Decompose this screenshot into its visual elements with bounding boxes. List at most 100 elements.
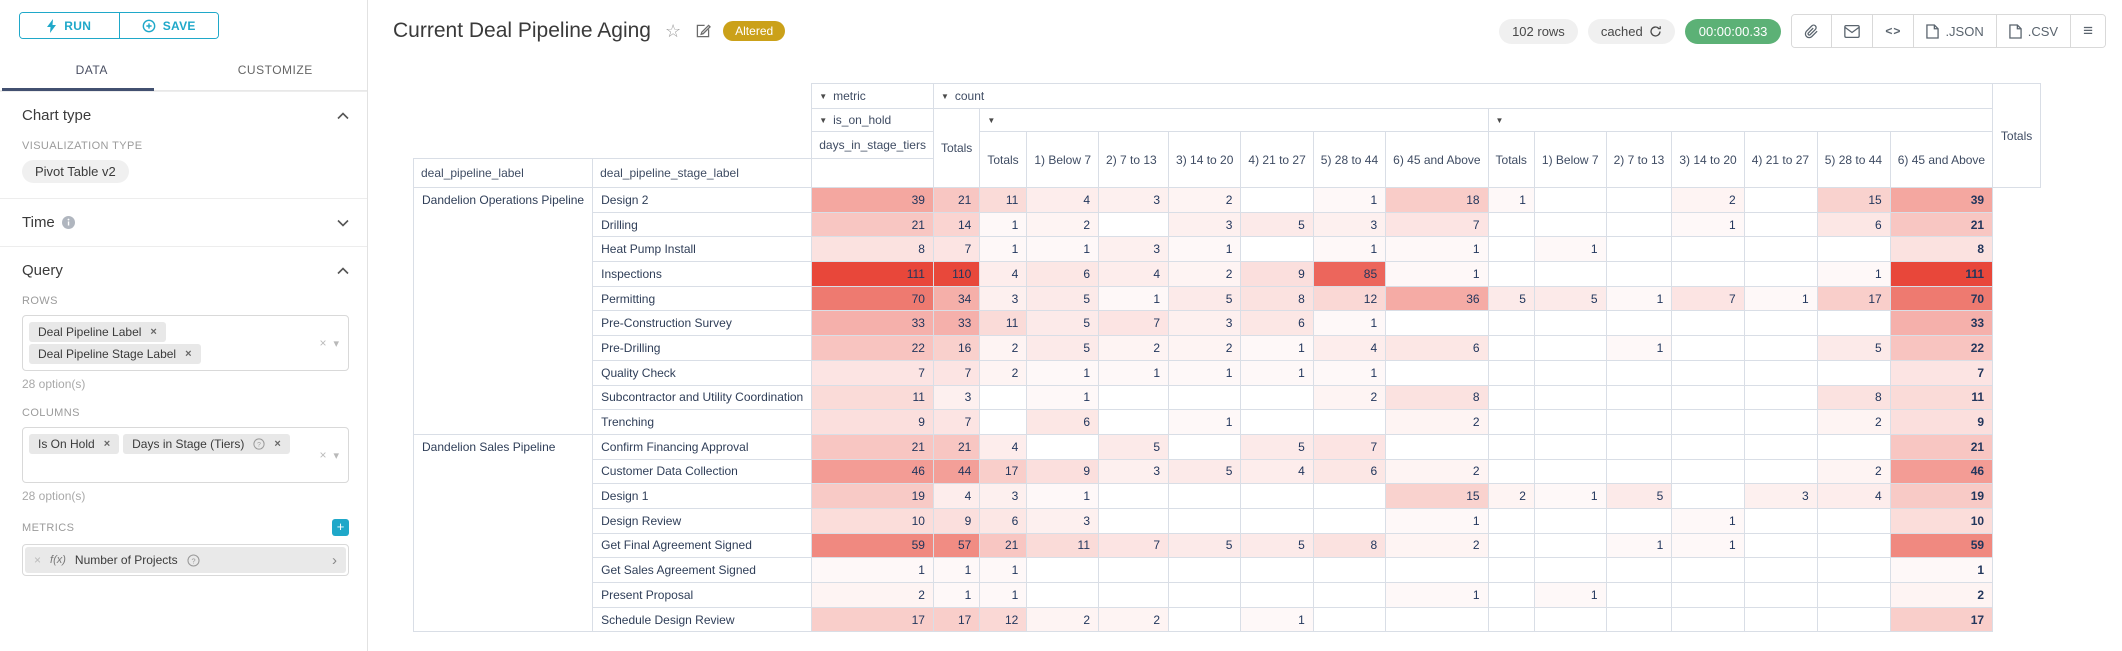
pivot-cell xyxy=(1816,532,1891,559)
viz-type-pill[interactable]: Pivot Table v2 xyxy=(22,160,129,183)
rows-select[interactable]: Deal Pipeline Label × Deal Pipeline Stage … xyxy=(22,315,349,371)
pivot-stage-label: Quality Check xyxy=(592,359,813,386)
pivot-cell: 12 xyxy=(979,606,1028,633)
chevron-up-icon[interactable] xyxy=(337,266,349,275)
pivot-cell: 3 xyxy=(1168,310,1242,337)
remove-icon[interactable]: × xyxy=(150,326,157,338)
dimension-pill[interactable]: Deal Pipeline Stage Label × xyxy=(29,344,201,364)
pivot-cell: 19 xyxy=(1889,483,1994,509)
clear-icon[interactable]: × xyxy=(319,336,327,350)
pivot-cell xyxy=(1816,359,1891,386)
save-button[interactable]: SAVE xyxy=(118,13,218,38)
pivot-cell: 1 xyxy=(1816,261,1891,287)
pivot-row: Subcontractor and Utility Coordination 11… xyxy=(414,384,2041,411)
pivot-row: Pre-Construction Survey 33 33 11 5 7 3 6 1 33 xyxy=(414,310,2041,337)
run-button[interactable]: RUN xyxy=(20,13,119,38)
pivot-cell xyxy=(1240,384,1314,411)
more-menu-button[interactable]: ≡ xyxy=(2070,15,2105,47)
dimension-pill[interactable]: Days in Stage (Tiers)? × xyxy=(123,434,290,454)
pivot-header-tier: 1) Below 7 xyxy=(1026,131,1100,188)
chevron-down-icon[interactable] xyxy=(337,219,349,227)
pivot-cell xyxy=(1312,507,1387,534)
pivot-cell: 39 xyxy=(811,187,934,213)
embed-code-button[interactable]: <> xyxy=(1872,15,1914,47)
pivot-cell xyxy=(1671,335,1745,361)
pivot-cell: 16 xyxy=(932,335,981,361)
columns-select[interactable]: Is On Hold × Days in Stage (Tiers)? × × ▾ xyxy=(22,427,349,483)
pivot-cell: 10 xyxy=(1889,507,1994,534)
pivot-row: Design 1 19 4 3 1 15 2 1 5 3 4 19 xyxy=(414,483,2041,509)
pivot-cell: 5 xyxy=(1098,433,1170,460)
share-link-button[interactable] xyxy=(1792,15,1832,47)
pivot-cell: 7 xyxy=(1098,310,1170,337)
export-csv-button[interactable]: .CSV xyxy=(1995,15,2071,47)
pivot-header-group[interactable]: ▼ xyxy=(979,108,1489,132)
remove-icon[interactable]: × xyxy=(103,438,111,450)
pivot-cell: 6 xyxy=(1026,261,1100,287)
add-metric-button[interactable]: + xyxy=(332,519,349,536)
remove-metric-icon[interactable]: × xyxy=(34,553,42,567)
pivot-cell xyxy=(1533,606,1607,633)
edit-icon[interactable] xyxy=(695,23,712,39)
tab-customize[interactable]: CUSTOMIZE xyxy=(237,63,313,77)
pivot-cell: 7 xyxy=(1889,359,1994,386)
caret-down-icon[interactable]: ▾ xyxy=(333,449,339,462)
pivot-cell xyxy=(1312,483,1387,509)
export-json-button[interactable]: .JSON xyxy=(1913,15,1996,47)
pivot-cell xyxy=(1385,557,1489,583)
pivot-cell xyxy=(1533,409,1607,435)
pivot-cell: 111 xyxy=(1889,261,1994,287)
pivot-cell: 7 xyxy=(932,359,981,386)
pivot-cell: 2 xyxy=(1168,335,1242,361)
pivot-cell: 15 xyxy=(1385,483,1489,509)
email-button[interactable] xyxy=(1831,15,1873,47)
pivot-cell xyxy=(1240,187,1314,213)
remove-icon[interactable]: × xyxy=(274,438,281,450)
dimension-pill[interactable]: Is On Hold × xyxy=(29,434,120,454)
chevron-up-icon[interactable] xyxy=(337,111,349,120)
pivot-cell: 1 xyxy=(1533,236,1607,263)
pivot-cell: 44 xyxy=(932,458,981,485)
pivot-cell: 7 xyxy=(1098,532,1170,559)
pivot-cell: 2 xyxy=(1816,458,1891,485)
pivot-header-is-on-hold[interactable]: ▼ is_on_hold xyxy=(811,108,934,132)
refresh-icon[interactable] xyxy=(1649,25,1662,38)
pivot-stage-label: Get Sales Agreement Signed xyxy=(592,557,813,583)
pivot-header-row-level-1: deal_pipeline_label xyxy=(412,158,594,188)
pivot-cell xyxy=(1168,433,1242,460)
pivot-cell xyxy=(1605,582,1673,608)
pivot-cell xyxy=(1533,433,1607,460)
pivot-stage-label: Present Proposal xyxy=(592,582,813,608)
pivot-cell xyxy=(1743,310,1818,337)
pivot-stage-label: Schedule Design Review xyxy=(592,606,813,633)
chevron-right-icon[interactable]: › xyxy=(332,551,337,569)
pivot-cell xyxy=(1533,211,1607,238)
pivot-cell: 9 xyxy=(811,409,934,435)
pivot-cell: 1 xyxy=(1026,384,1100,411)
pivot-header-count[interactable]: ▼ count xyxy=(932,83,1994,109)
clear-icon[interactable]: × xyxy=(319,448,327,462)
cached-badge[interactable]: cached xyxy=(1587,18,1675,44)
pivot-cell xyxy=(1487,335,1535,361)
dimension-pill[interactable]: Deal Pipeline Label × xyxy=(29,322,166,342)
metric-item[interactable]: × f(x) Number of Projects ? › xyxy=(25,547,346,573)
pivot-header-metric[interactable]: ▼ metric xyxy=(811,83,934,109)
pivot-cell xyxy=(1533,261,1607,287)
info-icon xyxy=(61,216,75,229)
caret-down-icon[interactable]: ▾ xyxy=(333,337,339,350)
pivot-cell xyxy=(1533,310,1607,337)
tab-data[interactable]: DATA xyxy=(0,52,184,91)
pivot-cell: 21 xyxy=(1889,211,1994,238)
pivot-cell xyxy=(1312,606,1387,633)
star-icon[interactable]: ☆ xyxy=(665,21,682,41)
pivot-cell: 1 xyxy=(1533,582,1607,608)
remove-icon[interactable]: × xyxy=(185,348,192,360)
pivot-cell xyxy=(1743,335,1818,361)
pivot-header-row-level-2: deal_pipeline_stage_label xyxy=(592,158,813,188)
pivot-cell: 1 xyxy=(932,557,981,583)
pivot-cell: 3 xyxy=(1312,211,1387,238)
pivot-cell xyxy=(1533,359,1607,386)
pivot-cell: 3 xyxy=(1098,236,1170,263)
pivot-cell xyxy=(1240,582,1314,608)
pivot-header-group[interactable]: ▼ xyxy=(1487,108,1994,132)
